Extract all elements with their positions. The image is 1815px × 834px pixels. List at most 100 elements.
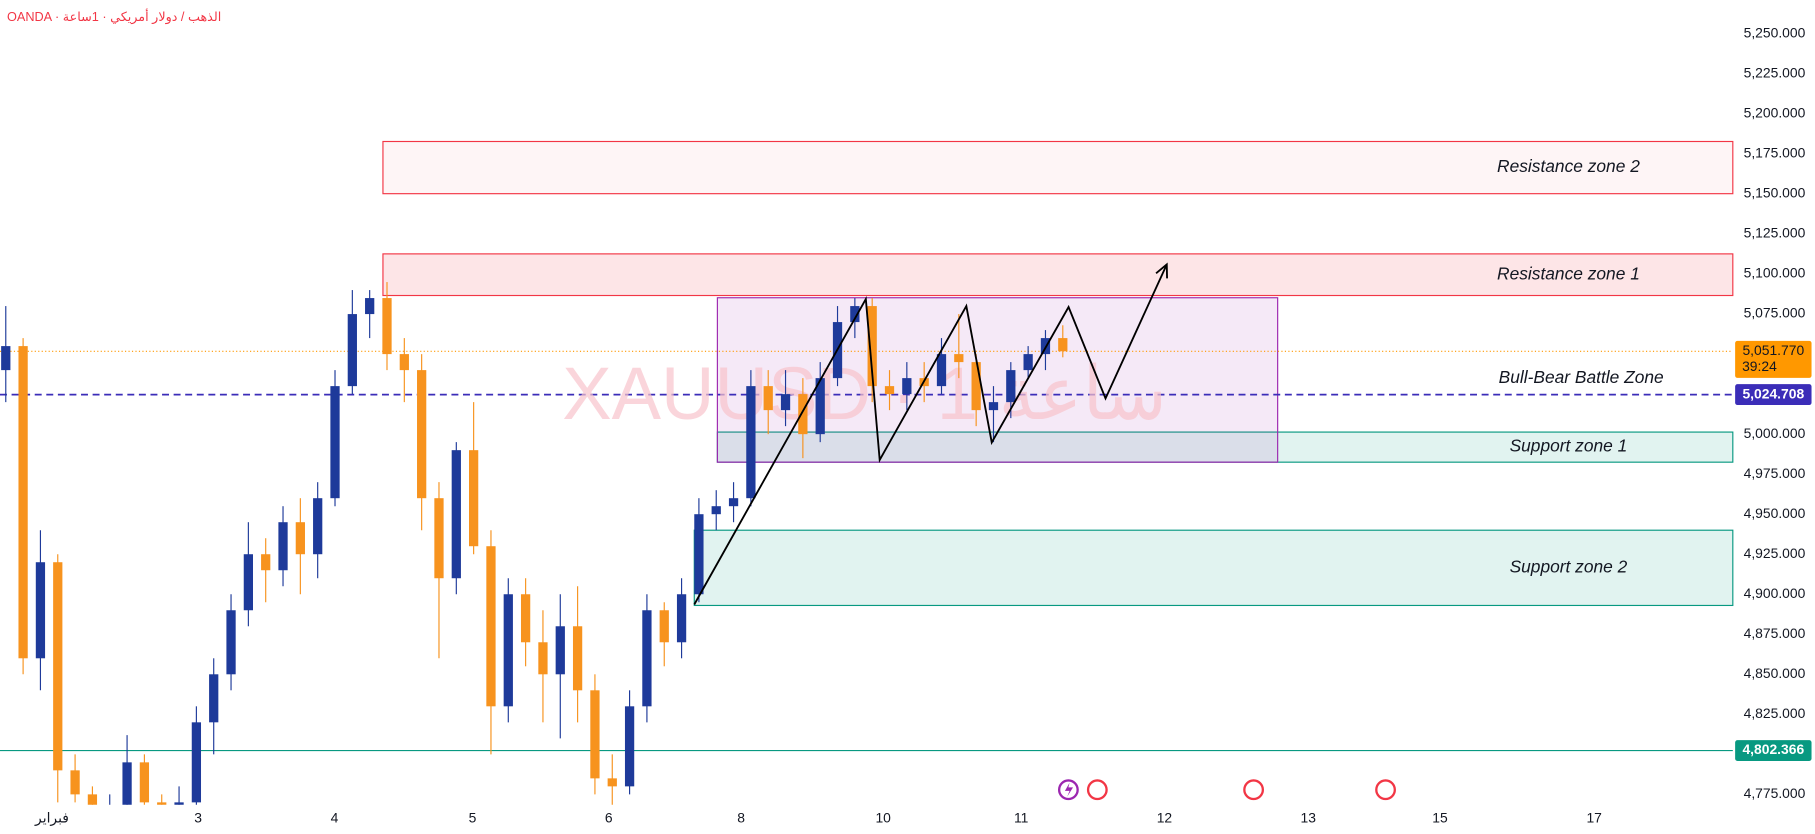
- symbol-header: OANDA · الذهب / دولار أمريكي · 1ساعة: [7, 8, 221, 25]
- candle-body: [1058, 338, 1068, 352]
- watermark: XAUUSD · 1 ساعة: [562, 352, 1167, 435]
- x-tick-label: 10: [875, 809, 891, 825]
- event-icon[interactable]: [1243, 779, 1265, 801]
- candle-body: [503, 594, 513, 707]
- x-tick-label: 11: [1014, 809, 1029, 825]
- price-tag: [1735, 740, 1812, 761]
- candle-body: [711, 506, 721, 515]
- candle-body: [624, 706, 635, 787]
- x-tick-label: 8: [737, 809, 745, 825]
- event-icon[interactable]: [1375, 779, 1396, 801]
- zone-label: Resistance zone 2: [1497, 156, 1640, 176]
- candle-body: [243, 554, 254, 611]
- candle-body: [417, 370, 427, 499]
- candle-body: [469, 450, 479, 547]
- candle-body: [572, 626, 583, 691]
- price-tag: [1735, 384, 1812, 406]
- candle-body: [884, 386, 895, 395]
- zone-label: Support zone 1: [1510, 436, 1628, 456]
- y-tick-label: 5,175.000: [1744, 145, 1806, 161]
- zone: [382, 253, 1734, 297]
- y-tick-label: 4,925.000: [1744, 545, 1806, 561]
- drawings: Resistance zone 2 Resistance zone 1 Suppor…: [693, 156, 1664, 605]
- candle-body: [347, 314, 357, 387]
- event-icon-glyph: [1064, 782, 1074, 797]
- candle-body: [157, 802, 167, 805]
- level-label: Bull-Bear Battle Zone: [1499, 367, 1664, 387]
- candle-body: [746, 386, 756, 499]
- candle-body: [936, 354, 947, 387]
- y-tick-label: 4,875.000: [1744, 625, 1806, 641]
- candle-body: [209, 674, 219, 723]
- y-tick-label: 5,075.000: [1744, 305, 1806, 321]
- candle-body: [694, 514, 704, 595]
- candle-body: [954, 354, 964, 363]
- candles: [1, 282, 1068, 818]
- candle-body: [261, 554, 271, 571]
- candle-body: [434, 498, 444, 579]
- candle-body: [87, 794, 98, 805]
- price-tag-label: 5,024.708: [1742, 385, 1804, 401]
- event-icon[interactable]: [1086, 779, 1108, 801]
- candle-body: [382, 298, 392, 355]
- y-tick-label: 4,900.000: [1744, 585, 1806, 601]
- price-tag-label: 4,802.366: [1742, 741, 1804, 757]
- x-tick-label: 3: [194, 809, 202, 825]
- candle-body: [278, 522, 288, 571]
- x-tick-label: فبراير: [34, 809, 69, 826]
- y-tick-label: 4,850.000: [1744, 665, 1806, 681]
- y-tick-label: 5,250.000: [1744, 25, 1806, 41]
- candle-body: [815, 378, 825, 435]
- candle-body: [763, 386, 773, 411]
- y-tick-label: 4,775.000: [1744, 785, 1806, 801]
- candle-body: [486, 546, 496, 707]
- arrow-head: [1155, 262, 1168, 279]
- zone-label: Resistance zone 1: [1497, 263, 1640, 283]
- candle-body: [590, 690, 600, 779]
- candle-body: [226, 610, 236, 675]
- y-tick-label: 5,200.000: [1744, 105, 1806, 121]
- countdown-label: 39:24: [1742, 358, 1777, 374]
- candle-body: [867, 306, 877, 387]
- candle-body: [659, 610, 669, 643]
- candle-body: [451, 450, 461, 579]
- candle-body: [798, 394, 808, 435]
- y-tick-label: 4,975.000: [1744, 465, 1806, 481]
- candle-body: [1006, 370, 1016, 403]
- candle-body: [53, 562, 63, 771]
- x-tick-label: 4: [331, 809, 339, 825]
- range-box: [716, 297, 1279, 463]
- x-tick-label: 6: [605, 809, 613, 825]
- zone: [693, 529, 1734, 607]
- y-tick-label: 5,225.000: [1744, 65, 1806, 81]
- candle-body: [295, 522, 305, 555]
- candle-body: [728, 498, 739, 507]
- candle-body: [399, 354, 409, 371]
- candle-body: [105, 810, 114, 818]
- event-icons: [1057, 779, 1396, 801]
- x-tick-label: 5: [469, 809, 477, 825]
- zone: [382, 140, 1734, 195]
- candle-body: [1023, 354, 1033, 371]
- candle-body: [971, 362, 981, 411]
- y-tick-label: 5,000.000: [1744, 425, 1806, 441]
- zone-label: Support zone 2: [1510, 556, 1628, 576]
- candle-body: [1, 346, 11, 371]
- candle-body: [365, 298, 375, 315]
- candle-body: [902, 378, 912, 395]
- candle-body: [555, 626, 565, 675]
- price-tag-label: 5,051.770: [1742, 342, 1804, 358]
- candle-body: [988, 402, 999, 411]
- candle-body: [607, 778, 617, 787]
- y-tick-label: 5,125.000: [1744, 225, 1806, 241]
- candle-body: [642, 610, 652, 707]
- price-tag: [1735, 340, 1812, 378]
- candle-body: [191, 722, 202, 803]
- y-tick-label: 5,100.000: [1744, 265, 1806, 281]
- candle-body: [313, 498, 323, 555]
- candle-body: [780, 394, 791, 411]
- candle-body: [122, 762, 132, 805]
- candle-body: [520, 594, 531, 643]
- y-tick-label: 5,150.000: [1744, 185, 1806, 201]
- candle-body: [676, 594, 687, 643]
